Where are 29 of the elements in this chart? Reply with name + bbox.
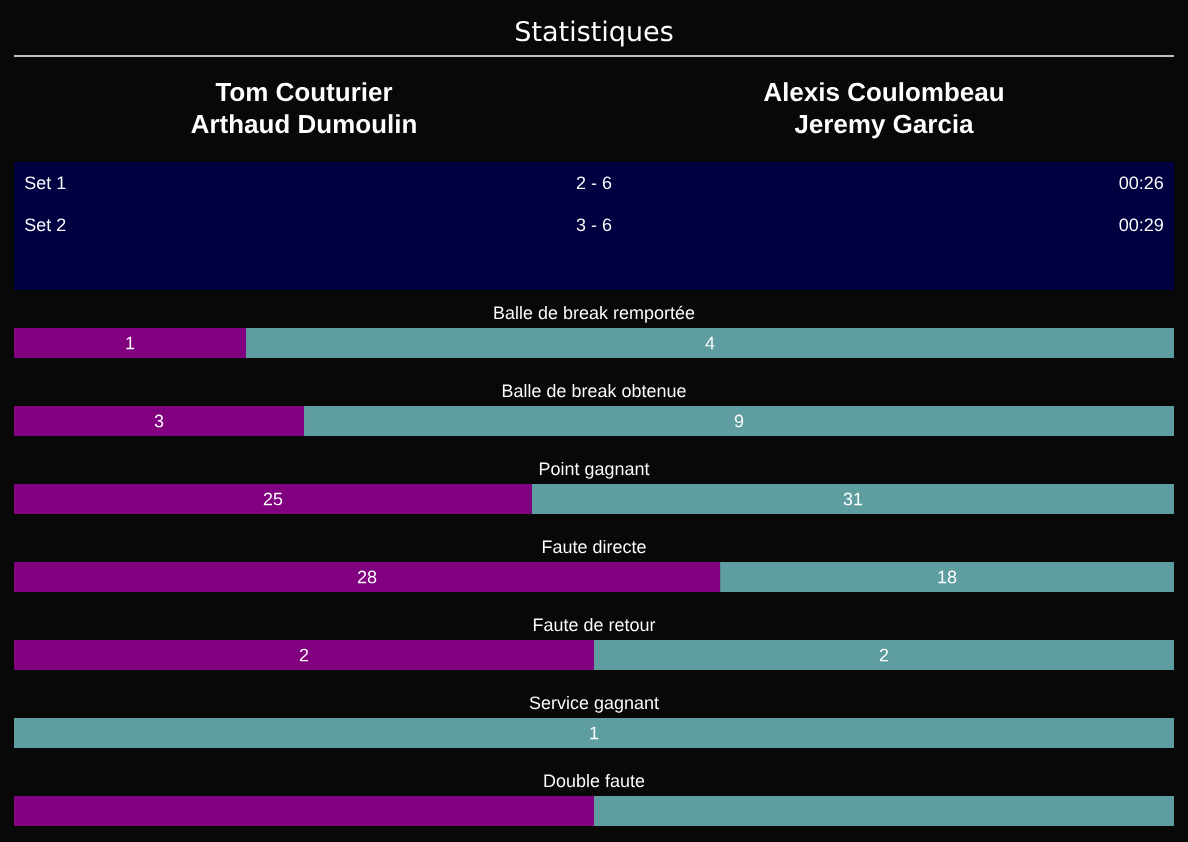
data-label: 4 bbox=[705, 336, 715, 350]
data-label: 3 bbox=[154, 414, 164, 428]
text: 00:29 bbox=[1119, 218, 1163, 232]
data-label: 1 bbox=[126, 336, 135, 350]
data-label: 28 bbox=[357, 570, 377, 584]
y-tick-label: Balle de break obtenue bbox=[502, 383, 686, 398]
data-label: 9 bbox=[734, 414, 744, 428]
text: 3 - 6 bbox=[576, 218, 612, 232]
y-tick-label: Balle de break remportée bbox=[494, 305, 695, 323]
data-label: 1 bbox=[590, 726, 599, 740]
data-label: 25 bbox=[263, 492, 283, 506]
y-tick-label: Faute directe bbox=[542, 539, 646, 554]
text: Tom Couturier bbox=[215, 82, 393, 102]
data-label: 31 bbox=[843, 492, 863, 506]
text: 2 - 6 bbox=[576, 176, 612, 190]
data-label: 2 bbox=[879, 648, 889, 662]
text: Statistiques bbox=[516, 20, 673, 47]
y-tick-label: Service gagnant bbox=[529, 695, 659, 713]
text: Jeremy Garcia bbox=[794, 114, 974, 139]
data-label: 18 bbox=[938, 570, 957, 584]
y-tick-label: Double faute bbox=[544, 773, 645, 788]
y-tick-label: Point gagnant bbox=[539, 461, 650, 479]
text: Set 1 bbox=[25, 176, 66, 190]
text: 00:26 bbox=[1119, 176, 1164, 190]
text: Set 2 bbox=[25, 218, 66, 232]
text: Alexis Coulombeau bbox=[764, 82, 1003, 102]
y-tick-label: Faute de retour bbox=[533, 617, 656, 632]
data-label: 2 bbox=[299, 648, 309, 662]
text: Arthaud Dumoulin bbox=[191, 114, 416, 134]
